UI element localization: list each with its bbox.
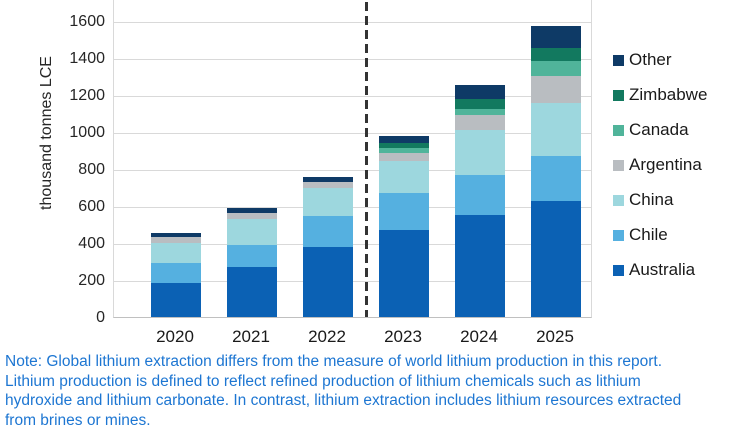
legend-item-chile: Chile <box>613 225 707 244</box>
forecast-divider-line <box>365 2 368 317</box>
bar-segment-chile-2022 <box>303 216 353 247</box>
y-tick-label-1000: 1000 <box>69 124 105 141</box>
bar-segment-canada-2024 <box>455 108 505 116</box>
legend-item-other: Other <box>613 50 707 69</box>
x-axis-label-2023: 2023 <box>384 327 422 346</box>
bar-segment-australia-2021 <box>227 266 277 317</box>
legend-item-zimbabwe: Zimbabwe <box>613 85 708 104</box>
bar-segment-other-2024 <box>455 85 505 99</box>
bar-segment-other-2023 <box>379 135 429 144</box>
legend-swatch-argentina <box>613 159 624 171</box>
bar-segment-australia-2020 <box>151 282 201 317</box>
bar-segment-china-2025 <box>531 102 581 157</box>
bar-segment-australia-2025 <box>531 200 581 317</box>
bar-segment-china-2020 <box>151 243 201 264</box>
legend-swatch-canada <box>613 124 624 136</box>
legend-label-australia: Australia <box>629 260 696 279</box>
bar-segment-other-2025 <box>531 25 581 48</box>
legend: Other Zimbabwe Canada Argentina China Chile Au… <box>613 50 708 279</box>
bar-segment-other-2020 <box>151 233 201 237</box>
y-tick-label-1200: 1200 <box>69 87 105 104</box>
bar-2022 <box>303 176 353 317</box>
legend-label-zimbabwe: Zimbabwe <box>629 85 708 104</box>
x-axis-labels: 2020 2021 2022 2023 2024 2025 <box>113 327 592 349</box>
bar-segment-other-2022 <box>303 176 353 182</box>
bar-segment-argentina-2024 <box>455 115 505 130</box>
legend-item-australia: Australia <box>613 260 707 279</box>
bar-segment-zimbabwe-2023 <box>379 143 429 148</box>
bar-segment-china-2024 <box>455 129 505 175</box>
legend-item-argentina: Argentina <box>613 155 707 174</box>
y-tick-label-1400: 1400 <box>69 50 105 67</box>
legend-label-china: China <box>629 190 674 209</box>
legend-swatch-other <box>613 54 624 66</box>
legend-label-chile: Chile <box>629 225 668 244</box>
legend-label-argentina: Argentina <box>629 155 702 174</box>
bar-segment-chile-2023 <box>379 193 429 231</box>
bar-segment-zimbabwe-2024 <box>455 98 505 109</box>
legend-swatch-zimbabwe <box>613 89 624 101</box>
plot-area <box>113 0 592 318</box>
y-tick-label-800: 800 <box>78 161 105 178</box>
y-tick-label-400: 400 <box>78 235 105 252</box>
bar-2023 <box>379 135 429 317</box>
y-tick-label-600: 600 <box>78 198 105 215</box>
bar-segment-chile-2021 <box>227 244 277 267</box>
legend-swatch-australia <box>613 264 624 276</box>
x-axis-label-2024: 2024 <box>460 327 498 346</box>
bar-segment-argentina-2022 <box>303 181 353 189</box>
x-axis-label-2020: 2020 <box>156 327 194 346</box>
bar-segment-argentina-2020 <box>151 236 201 244</box>
gridline-1000 <box>114 132 591 134</box>
legend-label-other: Other <box>629 50 672 69</box>
bar-segment-china-2021 <box>227 218 277 245</box>
gridline-1400 <box>114 58 591 60</box>
bar-segment-chile-2024 <box>455 174 505 215</box>
y-tick-label-200: 200 <box>78 272 105 289</box>
bar-segment-canada-2025 <box>531 61 581 76</box>
note-text: Note: Global lithium extraction differs … <box>5 353 682 429</box>
bar-segment-argentina-2025 <box>531 75 581 103</box>
bar-segment-chile-2020 <box>151 263 201 283</box>
legend-label-canada: Canada <box>629 120 689 139</box>
legend-swatch-china <box>613 194 624 206</box>
gridline-800 <box>114 169 591 171</box>
bar-2020 <box>151 233 201 317</box>
bar-segment-china-2022 <box>303 188 353 217</box>
bar-segment-china-2023 <box>379 161 429 194</box>
gridline-1600 <box>114 21 591 23</box>
legend-item-canada: Canada <box>613 120 707 139</box>
bar-segment-australia-2024 <box>455 214 505 317</box>
bar-segment-australia-2023 <box>379 230 429 317</box>
legend-swatch-chile <box>613 229 624 241</box>
y-tick-label-0: 0 <box>96 309 105 326</box>
gridline-1200 <box>114 95 591 97</box>
bar-2025 <box>531 25 581 317</box>
y-tick-label-1600: 1600 <box>69 13 105 30</box>
x-axis-label-2021: 2021 <box>232 327 270 346</box>
x-axis-label-2022: 2022 <box>308 327 346 346</box>
bar-segment-chile-2025 <box>531 156 581 201</box>
bar-segment-australia-2022 <box>303 246 353 317</box>
y-axis-ticks: 0 200 400 600 800 1000 1200 1400 1600 <box>0 0 105 326</box>
legend-item-china: China <box>613 190 707 209</box>
x-axis-label-2025: 2025 <box>536 327 574 346</box>
bar-segment-argentina-2023 <box>379 153 429 162</box>
bar-segment-other-2021 <box>227 208 277 213</box>
bar-segment-canada-2023 <box>379 147 429 154</box>
bar-segment-zimbabwe-2025 <box>531 47 581 61</box>
bar-2021 <box>227 208 277 317</box>
bar-segment-argentina-2021 <box>227 212 277 219</box>
bar-2024 <box>455 85 505 317</box>
